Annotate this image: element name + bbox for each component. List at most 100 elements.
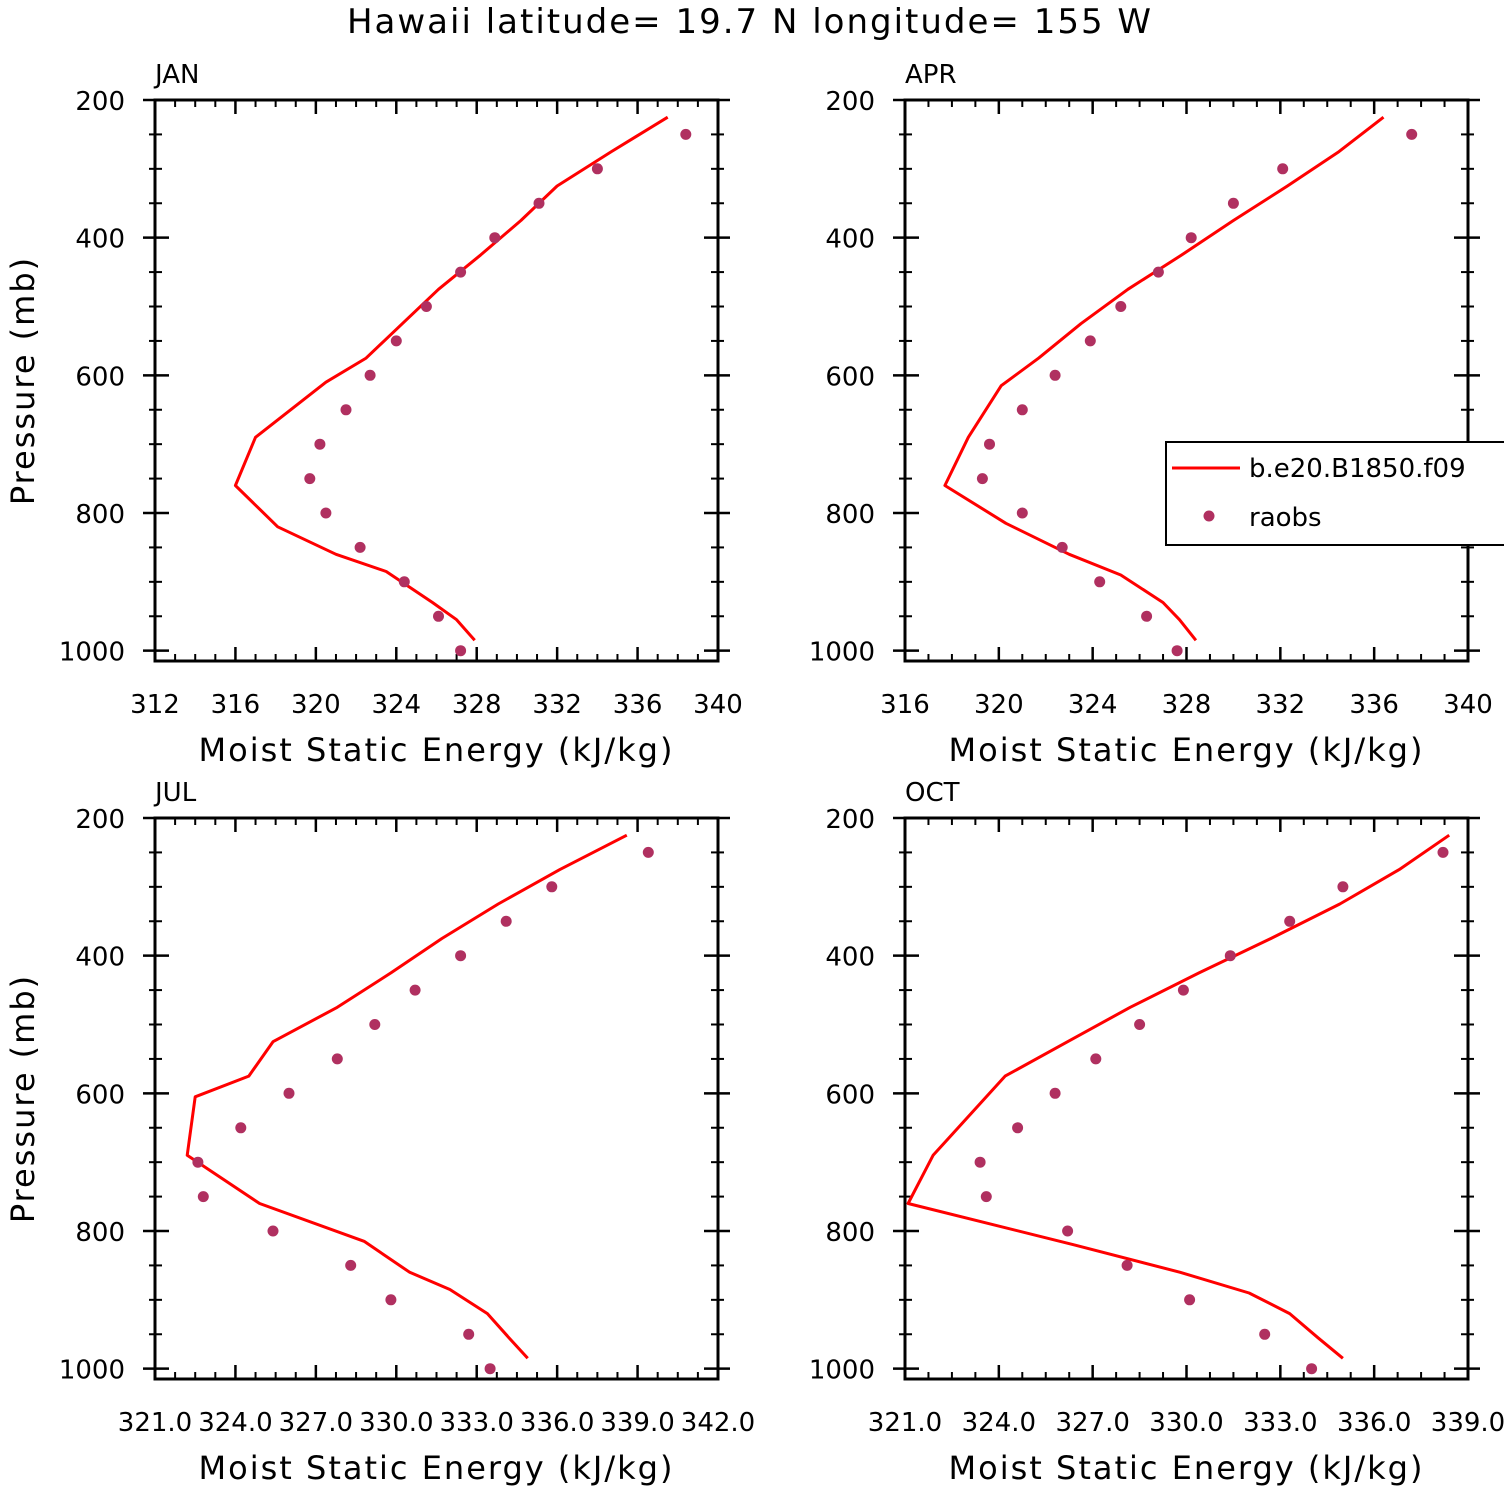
- x-tick-label: 342.0: [681, 1408, 755, 1438]
- model-series-line: [185, 833, 628, 1360]
- obs-point: [455, 266, 467, 278]
- obs-point: [1337, 881, 1349, 893]
- y-tick-label: 400: [825, 943, 875, 973]
- y-tick-label: 400: [75, 225, 125, 255]
- x-tick-label: 330.0: [359, 1408, 433, 1438]
- obs-point: [1016, 507, 1028, 519]
- obs-point: [489, 232, 501, 244]
- x-tick-label: 328: [1162, 690, 1212, 720]
- x-tick-label: 320: [974, 690, 1024, 720]
- obs-point: [1049, 369, 1061, 381]
- panel-apr: APR 316 320 324 328 332 336 340 200 400 600 800 1000…: [809, 60, 1493, 769]
- x-axis-title: Moist Static Energy (kJ/kg): [949, 731, 1425, 769]
- y-tick-label: 200: [75, 805, 125, 835]
- y-tick-label: 600: [825, 1080, 875, 1110]
- panel-oct: OCT 321.0 324.0 327.0 330.0 333.0 336.0 339.0 20…: [809, 778, 1504, 1487]
- x-tick-label: 333.0: [1243, 1408, 1317, 1438]
- obs-point: [1259, 1328, 1271, 1340]
- obs-point: [1406, 128, 1418, 140]
- x-tick-label: 339.0: [1431, 1408, 1504, 1438]
- obs-point: [680, 128, 692, 140]
- panel-label: APR: [905, 60, 957, 90]
- obs-point: [1171, 645, 1183, 657]
- plot-frame: [153, 98, 720, 663]
- y-tick-label: 800: [825, 500, 875, 530]
- obs-point: [984, 438, 995, 450]
- x-tick-label: 324: [371, 690, 421, 720]
- obs-point: [1184, 1294, 1196, 1306]
- x-tick-label: 327.0: [279, 1408, 353, 1438]
- y-tick-label: 200: [825, 87, 875, 117]
- obs-point: [398, 576, 410, 588]
- panel-label: JAN: [153, 60, 199, 90]
- obs-point: [1056, 541, 1068, 553]
- obs-point: [283, 1087, 295, 1099]
- y-tick-label: 600: [75, 1080, 125, 1110]
- obs-point: [455, 645, 467, 657]
- obs-point: [267, 1225, 279, 1237]
- obs-point: [369, 1019, 381, 1030]
- model-series-line: [233, 115, 669, 642]
- obs-point: [1437, 846, 1449, 858]
- y-tick-label: 1000: [59, 1356, 125, 1386]
- x-tick-label: 332: [1256, 690, 1306, 720]
- y-tick-label: 1000: [809, 1356, 875, 1386]
- legend-obs-label: raobs: [1249, 503, 1322, 533]
- obs-point: [1016, 404, 1028, 416]
- obs-point: [980, 1191, 992, 1203]
- x-tick-label: 336: [1349, 690, 1399, 720]
- y-tick-label: 400: [75, 943, 125, 973]
- plot-frame: [903, 98, 1470, 663]
- x-tick-label: 328: [452, 690, 502, 720]
- obs-point: [304, 473, 316, 485]
- obs-point: [1115, 301, 1127, 312]
- panel-jul: JUL 321.0 324.0 327.0 330.0 333.0 336.0 339.0 34…: [4, 778, 755, 1487]
- y-axis-title: Pressure (mb): [4, 974, 42, 1223]
- obs-point: [1134, 1019, 1146, 1030]
- obs-point: [1284, 915, 1296, 927]
- y-tick-label: 1000: [809, 638, 875, 668]
- obs-point: [642, 846, 654, 858]
- x-tick-label: 336.0: [1337, 1408, 1411, 1438]
- panel-jan: JAN 312 316 320 324 328 332 336 340 200 400 600 800 1…: [4, 60, 743, 769]
- x-tick-label: 327.0: [1055, 1408, 1129, 1438]
- y-tick-label: 400: [825, 225, 875, 255]
- obs-point: [197, 1191, 209, 1203]
- obs-point: [1306, 1363, 1318, 1375]
- obs-point: [455, 950, 467, 962]
- obs-point: [1152, 266, 1164, 278]
- obs-point: [546, 881, 558, 893]
- x-tick-label: 321.0: [868, 1408, 942, 1438]
- model-series-line: [943, 116, 1385, 642]
- x-axis-title: Moist Static Energy (kJ/kg): [199, 731, 675, 769]
- y-tick-label: 800: [75, 500, 125, 530]
- y-tick-label: 600: [75, 362, 125, 392]
- obs-point: [354, 541, 366, 553]
- y-tick-label: 200: [75, 87, 125, 117]
- x-tick-label: 332: [532, 690, 582, 720]
- obs-point: [345, 1259, 357, 1271]
- obs-point: [420, 301, 432, 312]
- legend-obs-marker-icon: [1203, 510, 1215, 522]
- obs-point: [463, 1328, 475, 1340]
- x-tick-label: 324.0: [962, 1408, 1036, 1438]
- x-tick-label: 324: [1068, 690, 1118, 720]
- panel-label: OCT: [905, 778, 960, 808]
- obs-point: [433, 610, 444, 622]
- y-tick-label: 200: [825, 805, 875, 835]
- model-series-line: [906, 833, 1451, 1360]
- x-tick-label: 336.0: [520, 1408, 594, 1438]
- x-tick-label: 324.0: [198, 1408, 272, 1438]
- obs-point: [976, 473, 988, 485]
- x-tick-label: 340: [693, 690, 743, 720]
- y-tick-label: 600: [825, 362, 875, 392]
- plot-frame: [903, 816, 1470, 1381]
- obs-point: [192, 1156, 204, 1168]
- figure-title: Hawaii latitude= 19.7 N longitude= 155 W: [346, 2, 1154, 42]
- x-tick-label: 320: [291, 690, 341, 720]
- x-tick-label: 339.0: [600, 1408, 674, 1438]
- legend-model-label: b.e20.B1850.f09: [1249, 454, 1466, 484]
- obs-point: [409, 984, 421, 996]
- x-tick-label: 333.0: [439, 1408, 513, 1438]
